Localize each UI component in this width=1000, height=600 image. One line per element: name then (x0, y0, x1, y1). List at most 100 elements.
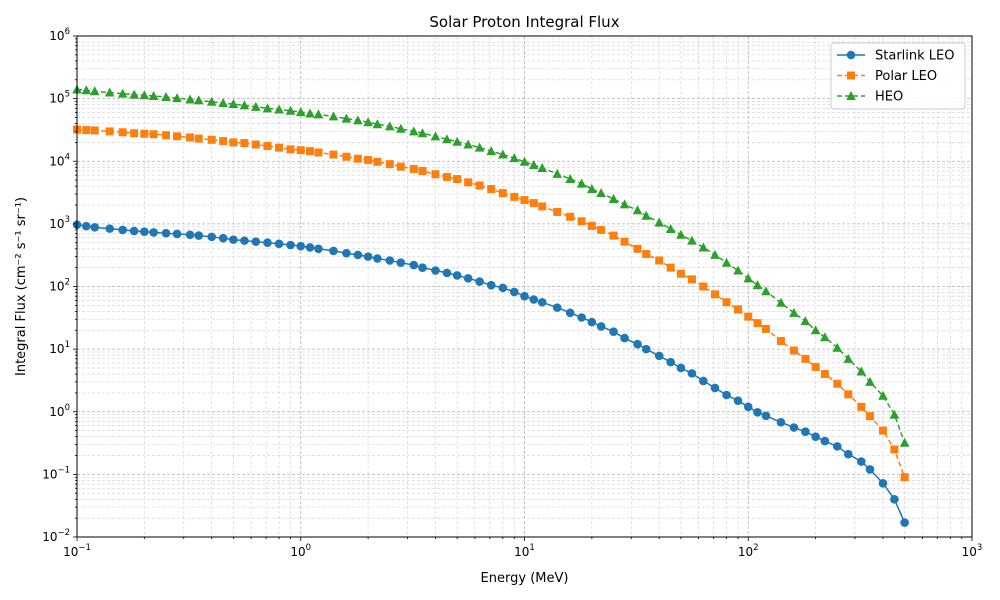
data-point-polar-leo (587, 221, 596, 230)
data-point-starlink-leo (396, 258, 406, 267)
data-point-heo (843, 353, 854, 363)
data-point-heo (810, 325, 821, 335)
data-point-heo (417, 128, 428, 138)
x-tick-label: 102 (738, 543, 759, 559)
data-point-polar-leo (744, 312, 753, 321)
data-point-polar-leo (82, 126, 91, 135)
data-point-polar-leo (130, 129, 139, 138)
data-point-heo (596, 188, 606, 198)
x-axis-label: Energy (MeV) (481, 571, 569, 586)
data-point-heo (430, 131, 441, 141)
data-point-starlink-leo (149, 228, 158, 237)
data-point-starlink-leo (118, 225, 127, 235)
data-point-heo (129, 89, 139, 99)
data-point-polar-leo (409, 165, 418, 174)
data-point-heo (761, 286, 771, 296)
data-point-heo (576, 178, 587, 188)
data-point-heo (537, 163, 548, 173)
data-point-starlink-leo (666, 357, 675, 367)
data-point-heo (305, 108, 315, 118)
data-point-polar-leo (878, 426, 887, 435)
data-point-heo (710, 249, 720, 259)
data-point-starlink-leo (844, 449, 853, 459)
data-point-starlink-leo (409, 260, 419, 270)
data-point-heo (608, 193, 619, 203)
data-point-polar-leo (789, 346, 798, 355)
data-point-polar-leo (186, 133, 195, 142)
data-point-polar-leo (229, 138, 238, 147)
data-point-polar-leo (520, 196, 529, 205)
data-point-heo (687, 235, 697, 245)
data-point-polar-leo (118, 128, 127, 137)
x-tick-label: 10−1 (63, 543, 91, 559)
data-point-starlink-leo (529, 295, 539, 304)
data-point-starlink-leo (753, 407, 762, 417)
data-point-heo (408, 126, 419, 136)
data-point-polar-leo (820, 370, 829, 379)
data-point-polar-leo (833, 379, 842, 388)
data-point-starlink-leo (90, 223, 100, 232)
data-point-starlink-leo (520, 291, 529, 301)
data-point-heo (552, 168, 562, 178)
data-point-starlink-leo (733, 396, 743, 406)
data-point-starlink-leo (900, 518, 909, 527)
data-point-heo (721, 257, 732, 267)
data-point-polar-leo (286, 145, 295, 154)
data-point-heo (206, 96, 217, 106)
data-point-polar-leo (666, 263, 675, 272)
series-heo (72, 84, 910, 447)
data-point-polar-leo (529, 199, 538, 208)
data-point-heo (878, 390, 888, 400)
data-point-starlink-leo (856, 457, 866, 466)
data-point-polar-leo (149, 130, 158, 139)
y-tick-label: 106 (49, 27, 70, 43)
data-point-starlink-leo (633, 339, 642, 349)
data-point-polar-leo (314, 148, 323, 157)
data-point-polar-leo (734, 305, 743, 314)
data-point-heo (820, 332, 830, 342)
data-point-polar-leo (538, 202, 547, 211)
y-tick-label: 104 (49, 152, 70, 168)
data-point-heo (372, 119, 383, 129)
data-point-polar-leo (761, 324, 770, 333)
x-tick-label: 101 (514, 543, 535, 559)
data-point-heo (251, 101, 261, 111)
data-point-heo (353, 115, 363, 125)
data-point-starlink-leo (865, 465, 875, 474)
data-point-starlink-leo (194, 231, 204, 240)
data-point-polar-leo (655, 256, 664, 265)
data-point-starlink-leo (240, 236, 249, 245)
data-point-polar-leo (306, 147, 315, 156)
data-point-polar-leo (811, 362, 820, 371)
data-point-polar-leo (801, 354, 810, 363)
data-point-starlink-leo (418, 263, 427, 272)
data-point-heo (172, 93, 182, 103)
data-point-heo (104, 87, 115, 97)
y-tick-label: 103 (49, 215, 70, 231)
data-point-heo (396, 123, 406, 133)
data-point-starlink-leo (385, 256, 395, 265)
data-point-heo (442, 134, 452, 144)
data-point-heo (654, 217, 665, 227)
legend-marker-polar-leo (847, 71, 855, 80)
data-point-polar-leo (173, 132, 182, 141)
data-point-starlink-leo (475, 277, 484, 286)
data-point-polar-leo (676, 269, 685, 278)
data-point-polar-leo (900, 473, 909, 482)
data-point-polar-leo (642, 250, 651, 259)
data-point-polar-leo (699, 282, 708, 291)
data-point-heo (856, 366, 867, 376)
data-point-starlink-leo (486, 280, 496, 290)
data-point-starlink-leo (789, 423, 799, 432)
data-point-polar-leo (844, 390, 853, 399)
data-point-polar-leo (385, 160, 394, 169)
data-point-polar-leo (776, 336, 785, 345)
data-point-heo (81, 85, 92, 95)
data-point-heo (565, 174, 575, 184)
data-point-heo (474, 142, 485, 152)
data-point-starlink-leo (565, 308, 575, 318)
data-point-starlink-leo (274, 239, 284, 249)
axis-ticks: 10−1 100 101 102 10310−210−11001011021031041… (42, 27, 982, 559)
data-point-starlink-leo (105, 224, 114, 233)
data-point-starlink-leo (620, 333, 629, 343)
